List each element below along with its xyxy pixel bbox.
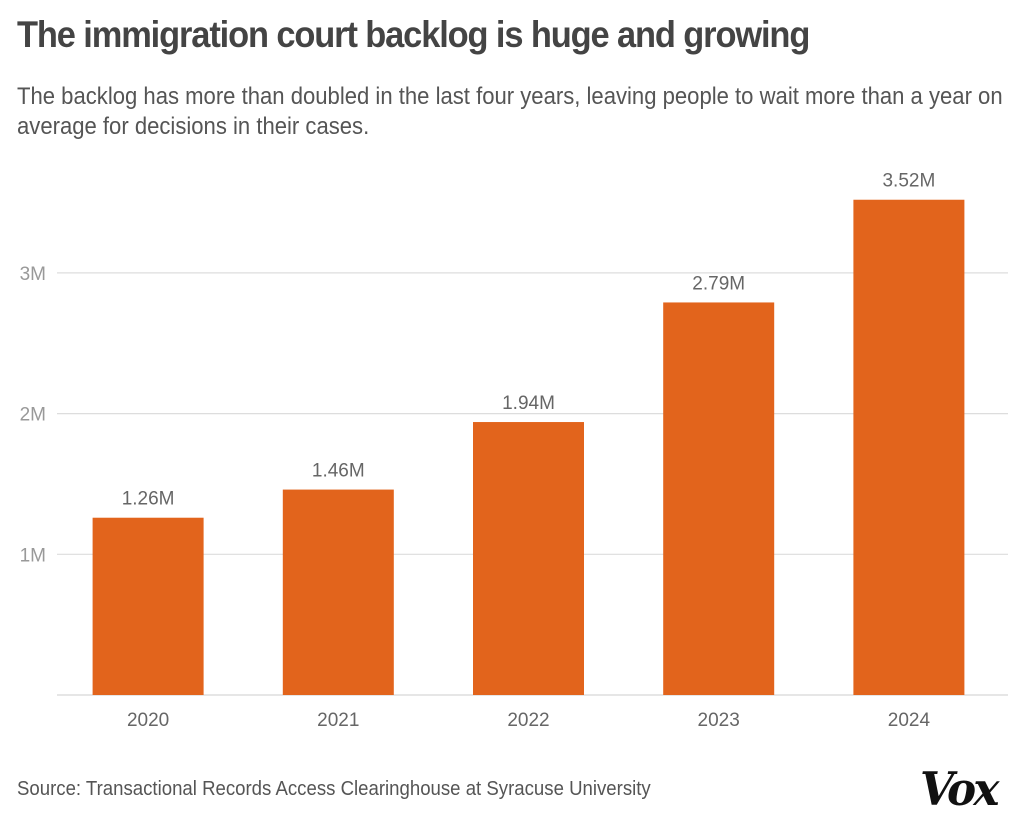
x-tick-label: 2021 [317,710,359,731]
bars [92,199,965,695]
y-axis-ticks: 1M 2M 3M [20,264,46,566]
data-label: 2.79M [692,273,745,294]
value-labels: 1.26M 1.46M 1.94M 2.79M 3.52M [122,171,936,510]
x-tick-label: 2024 [888,710,931,731]
source-note: Source: Transactional Records Access Cle… [17,778,651,800]
x-axis-ticks: 2020 2021 2022 2023 2024 [127,710,931,731]
data-label: 1.94M [502,393,555,414]
bar [663,302,775,695]
y-tick-label: 1M [20,545,46,566]
data-label: 1.46M [312,461,365,482]
bar [282,489,394,695]
y-tick-label: 3M [20,264,46,285]
gridlines [57,272,1008,696]
chart-subtitle: The backlog has more than doubled in the… [17,83,1003,140]
bar [853,199,965,695]
vox-logo: Vox [920,762,999,816]
chart-title: The immigration court backlog is huge an… [17,14,810,55]
y-tick-label: 2M [20,405,46,426]
x-tick-label: 2020 [127,710,169,731]
data-label: 3.52M [882,171,935,192]
x-tick-label: 2023 [698,710,740,731]
bar [92,517,204,695]
x-tick-label: 2022 [507,710,549,731]
bar [473,422,584,695]
data-label: 1.26M [122,489,175,510]
